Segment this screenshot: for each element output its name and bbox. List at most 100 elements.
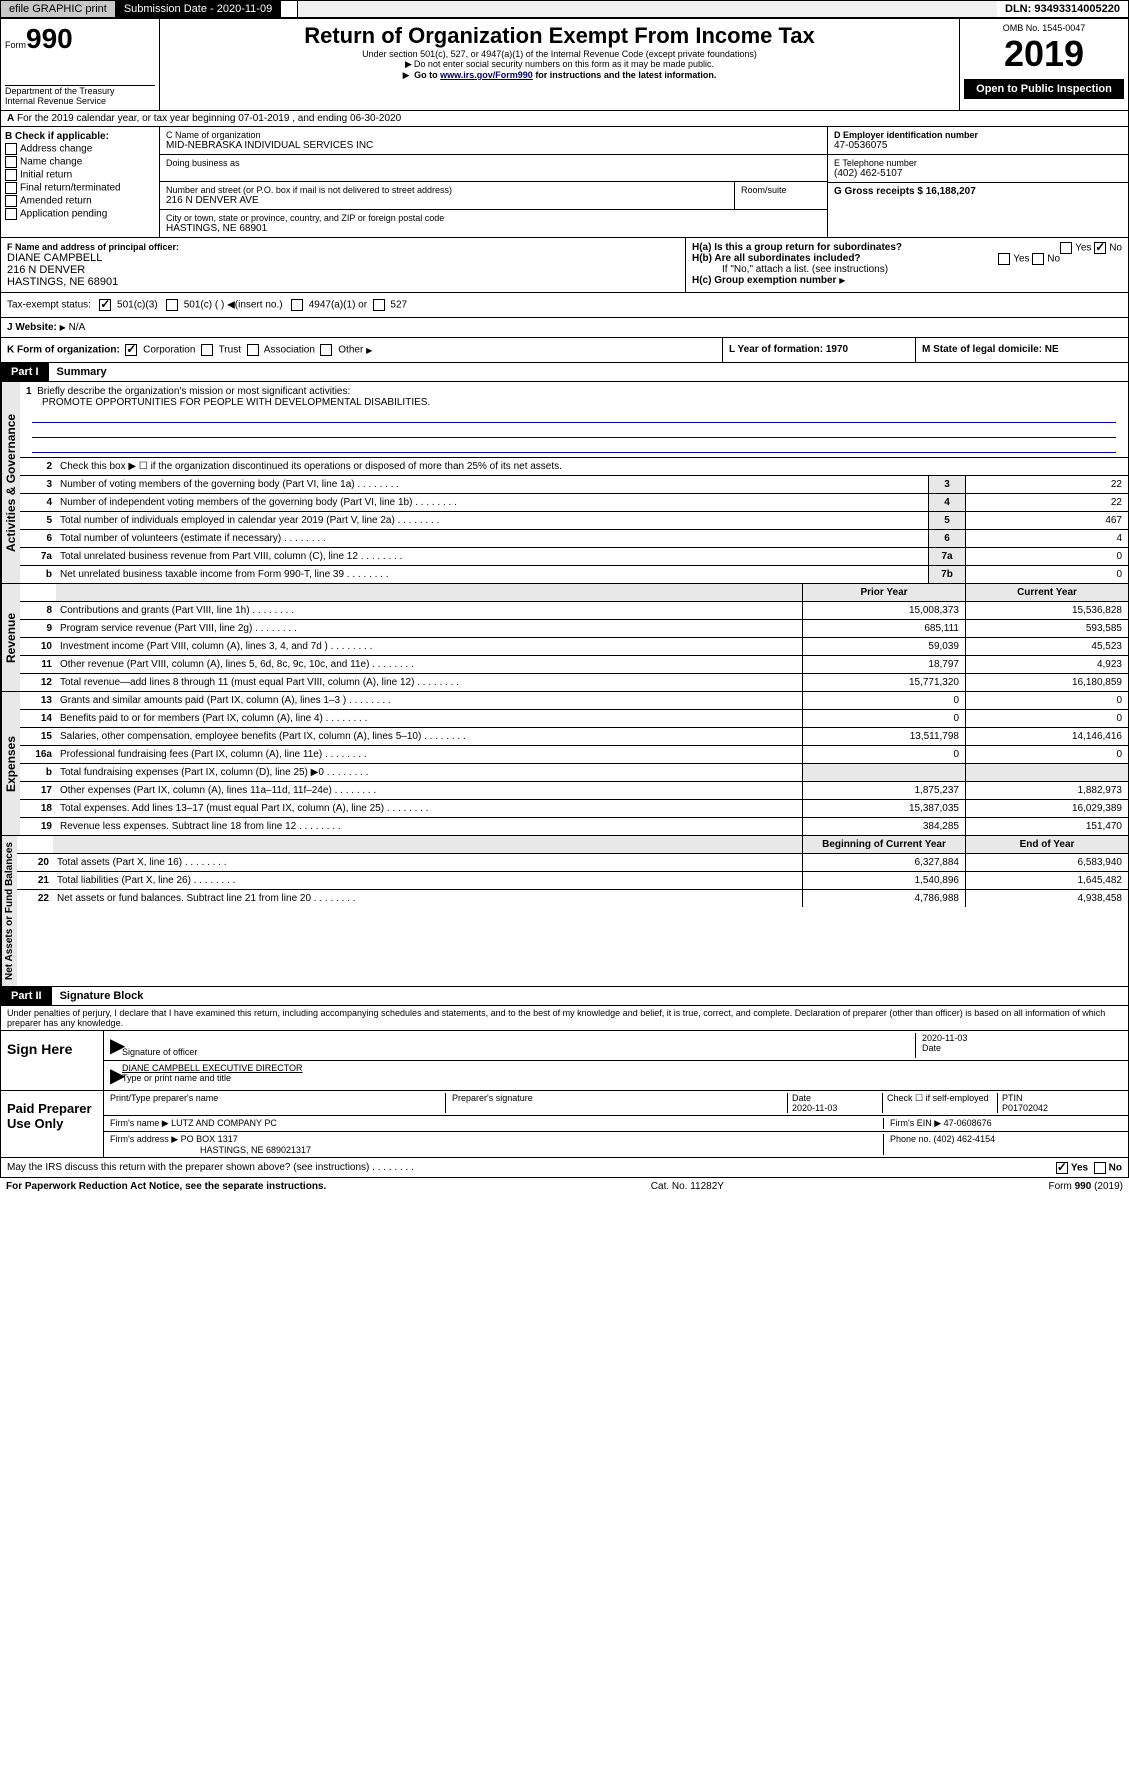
- sign-here-label: Sign Here: [1, 1031, 104, 1090]
- c-name-label: C Name of organization: [166, 130, 821, 140]
- addr-label: Number and street (or P.O. box if mail i…: [166, 185, 728, 195]
- firm-name: LUTZ AND COMPANY PC: [171, 1118, 277, 1128]
- discuss-yes[interactable]: [1056, 1162, 1068, 1174]
- col-deg: D Employer identification number 47-0536…: [827, 127, 1128, 237]
- b-label: B Check if applicable:: [5, 131, 155, 142]
- room-label: Room/suite: [741, 185, 821, 195]
- gov-content: 1 Briefly describe the organization's mi…: [20, 382, 1128, 583]
- firm-ein: Firm's EIN ▶ 47-0608676: [884, 1118, 1122, 1129]
- exp-line-17: 17Other expenses (Part IX, column (A), l…: [20, 782, 1128, 800]
- firm-addr-label: Firm's address ▶: [110, 1134, 178, 1144]
- efile-label[interactable]: efile GRAPHIC print: [1, 1, 116, 17]
- chk-assoc[interactable]: [247, 344, 259, 356]
- chk-amended[interactable]: Amended return: [5, 195, 155, 207]
- return-title: Return of Organization Exempt From Incom…: [164, 23, 955, 49]
- i-row: Tax-exempt status: 501(c)(3) 501(c) ( ) …: [0, 293, 1129, 318]
- gov-line-3: 3Number of voting members of the governi…: [20, 476, 1128, 494]
- city-label: City or town, state or province, country…: [166, 213, 821, 223]
- dln: DLN: 93493314005220: [997, 1, 1128, 17]
- paid-preparer-row: Paid Preparer Use Only Print/Type prepar…: [1, 1091, 1128, 1157]
- chk-corp[interactable]: [125, 344, 137, 356]
- city-state-zip: HASTINGS, NE 68901: [166, 223, 821, 234]
- declaration-text: Under penalties of perjury, I declare th…: [0, 1006, 1129, 1031]
- ein-label: D Employer identification number: [834, 130, 1122, 140]
- exp-line-b: bTotal fundraising expenses (Part IX, co…: [20, 764, 1128, 782]
- exp-line-15: 15Salaries, other compensation, employee…: [20, 728, 1128, 746]
- chk-4947[interactable]: [291, 299, 303, 311]
- hdr-current: Current Year: [965, 584, 1128, 601]
- footer-form: Form 990 (2019): [1049, 1181, 1123, 1192]
- part1-header: Part I Summary: [0, 363, 1129, 382]
- gov-line-6: 6Total number of volunteers (estimate if…: [20, 530, 1128, 548]
- h-b: H(b) Are all subordinates included? Yes …: [692, 253, 1122, 264]
- exp-line-18: 18Total expenses. Add lines 13–17 (must …: [20, 800, 1128, 818]
- sig-officer-row: ▶ Signature of officer 2020-11-03 Date: [104, 1031, 1128, 1061]
- gov-line-7a: 7aTotal unrelated business revenue from …: [20, 548, 1128, 566]
- rev-line-8: 8Contributions and grants (Part VIII, li…: [20, 602, 1128, 620]
- chk-name-change[interactable]: Name change: [5, 156, 155, 168]
- klm-row: K Form of organization: Corporation Trus…: [0, 338, 1129, 363]
- submission-date: Submission Date - 2020-11-09: [116, 1, 281, 17]
- discuss-no[interactable]: [1094, 1162, 1106, 1174]
- c-dba-cell: Doing business as: [160, 155, 827, 182]
- note-goto: Go to www.irs.gov/Form990 for instructio…: [164, 70, 955, 81]
- chk-trust[interactable]: [201, 344, 213, 356]
- sign-here-row: Sign Here ▶ Signature of officer 2020-11…: [1, 1031, 1128, 1091]
- phone-value: (402) 462-5107: [834, 168, 1122, 179]
- exp-line-14: 14Benefits paid to or for members (Part …: [20, 710, 1128, 728]
- signature-block: Sign Here ▶ Signature of officer 2020-11…: [0, 1031, 1129, 1158]
- prep-date-label: Date: [792, 1093, 882, 1103]
- firm-name-row: Firm's name ▶ LUTZ AND COMPANY PC Firm's…: [104, 1116, 1128, 1132]
- rev-section: Revenue Prior Year Current Year 8Contrib…: [0, 584, 1129, 692]
- net-hdr-row: Beginning of Current Year End of Year: [17, 836, 1128, 854]
- chk-501c3[interactable]: [99, 299, 111, 311]
- prep-sig-label: Preparer's signature: [446, 1093, 788, 1113]
- chk-final-return[interactable]: Final return/terminated: [5, 182, 155, 194]
- mission-line2: [32, 423, 1116, 438]
- k-cell: K Form of organization: Corporation Trus…: [1, 338, 723, 362]
- tax-year: 2019: [964, 33, 1124, 75]
- l1-text: Briefly describe the organization's miss…: [37, 386, 350, 397]
- mission-text: PROMOTE OPPORTUNITIES FOR PEOPLE WITH DE…: [26, 397, 430, 408]
- gov-line-5: 5Total number of individuals employed in…: [20, 512, 1128, 530]
- exp-line-13: 13Grants and similar amounts paid (Part …: [20, 692, 1128, 710]
- dba-label: Doing business as: [166, 158, 821, 168]
- rev-line-9: 9Program service revenue (Part VIII, lin…: [20, 620, 1128, 638]
- rev-hdr-row: Prior Year Current Year: [20, 584, 1128, 602]
- chk-527[interactable]: [373, 299, 385, 311]
- chk-other[interactable]: [320, 344, 332, 356]
- net-line-22: 22Net assets or fund balances. Subtract …: [17, 890, 1128, 907]
- self-employed-check[interactable]: Check ☐ if self-employed: [883, 1093, 998, 1113]
- firm-city: HASTINGS, NE 689021317: [110, 1145, 311, 1155]
- return-subtitle: Under section 501(c), 527, or 4947(a)(1)…: [164, 49, 955, 59]
- header-title-block: Return of Organization Exempt From Incom…: [160, 19, 960, 110]
- page-footer: For Paperwork Reduction Act Notice, see …: [0, 1178, 1129, 1195]
- mission-line1: [32, 408, 1116, 423]
- part2-badge: Part II: [1, 987, 52, 1005]
- l2-text: Check this box ▶ ☐ if the organization d…: [56, 458, 1128, 475]
- chk-initial-return[interactable]: Initial return: [5, 169, 155, 181]
- rev-content: Prior Year Current Year 8Contributions a…: [20, 584, 1128, 691]
- note-ssn: Do not enter social security numbers on …: [164, 59, 955, 70]
- org-name: MID-NEBRASKA INDIVIDUAL SERVICES INC: [166, 140, 821, 151]
- net-line-20: 20Total assets (Part X, line 16)6,327,88…: [17, 854, 1128, 872]
- irs-link[interactable]: www.irs.gov/Form990: [440, 70, 533, 80]
- h-b-note: If "No," attach a list. (see instruction…: [692, 264, 1122, 275]
- chk-address-change[interactable]: Address change: [5, 143, 155, 155]
- website-value: N/A: [69, 322, 86, 333]
- chk-app-pending[interactable]: Application pending: [5, 208, 155, 220]
- part2-title: Signature Block: [52, 987, 152, 1005]
- dept-treasury: Department of the Treasury Internal Reve…: [5, 85, 155, 106]
- f-h-row: F Name and address of principal officer:…: [0, 238, 1129, 293]
- gov-line-4: 4Number of independent voting members of…: [20, 494, 1128, 512]
- chk-501c[interactable]: [166, 299, 178, 311]
- officer-addr2: HASTINGS, NE 68901: [7, 276, 679, 288]
- paid-preparer-label: Paid Preparer Use Only: [1, 1091, 104, 1157]
- rev-line-11: 11Other revenue (Part VIII, column (A), …: [20, 656, 1128, 674]
- form-header: Form990 Department of the Treasury Inter…: [0, 18, 1129, 111]
- topbar-left: efile GRAPHIC print Submission Date - 20…: [1, 1, 298, 17]
- l-cell: L Year of formation: 1970: [723, 338, 916, 362]
- header-right: OMB No. 1545-0047 2019 Open to Public In…: [960, 19, 1128, 110]
- net-section: Net Assets or Fund Balances Beginning of…: [0, 836, 1129, 987]
- topbar-spacer: [281, 1, 298, 17]
